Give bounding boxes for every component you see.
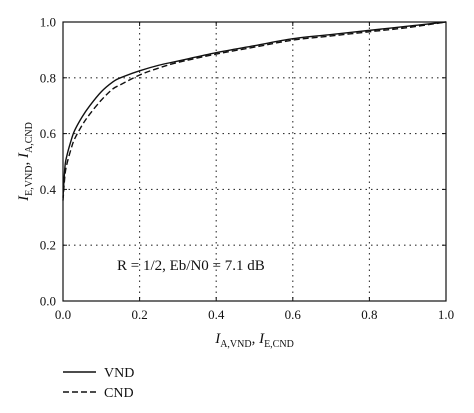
y-tick-label: 0.8 [40,70,56,85]
legend-label-cnd: CND [104,386,134,401]
y-axis-label: IE,VND, IA,CND [16,122,35,202]
series-cnd-line [62,21,447,201]
y-tick-label: 0.6 [40,126,57,141]
y-tick-label: 0.2 [40,238,56,253]
legend: VND CND [63,366,134,401]
x-tick-label: 0.8 [361,307,377,322]
grid [63,22,446,301]
x-tick-label: 1.0 [438,307,454,322]
series-vnd-line [62,21,447,198]
x-tick-label: 0.2 [131,307,147,322]
x-tick-label: 0.4 [208,307,225,322]
annotation: R = 1/2, Eb/N0 = 7.1 dB [117,258,265,274]
x-tick-label: 0.6 [285,307,302,322]
legend-label-vnd: VND [104,366,134,381]
y-tick-label: 0.0 [40,294,56,309]
y-tick-label: 1.0 [40,15,56,30]
y-tick-label: 0.4 [40,182,57,197]
ticks: 0.0 0.2 0.4 0.6 0.8 1.0 0.0 0.2 0.4 0.6 0.8 1.0 [40,15,454,323]
x-tick-label: 0.0 [55,307,71,322]
curves [62,21,447,201]
plot-frame [62,21,447,302]
x-axis-label: IA,VND, IE,CND [214,331,294,350]
